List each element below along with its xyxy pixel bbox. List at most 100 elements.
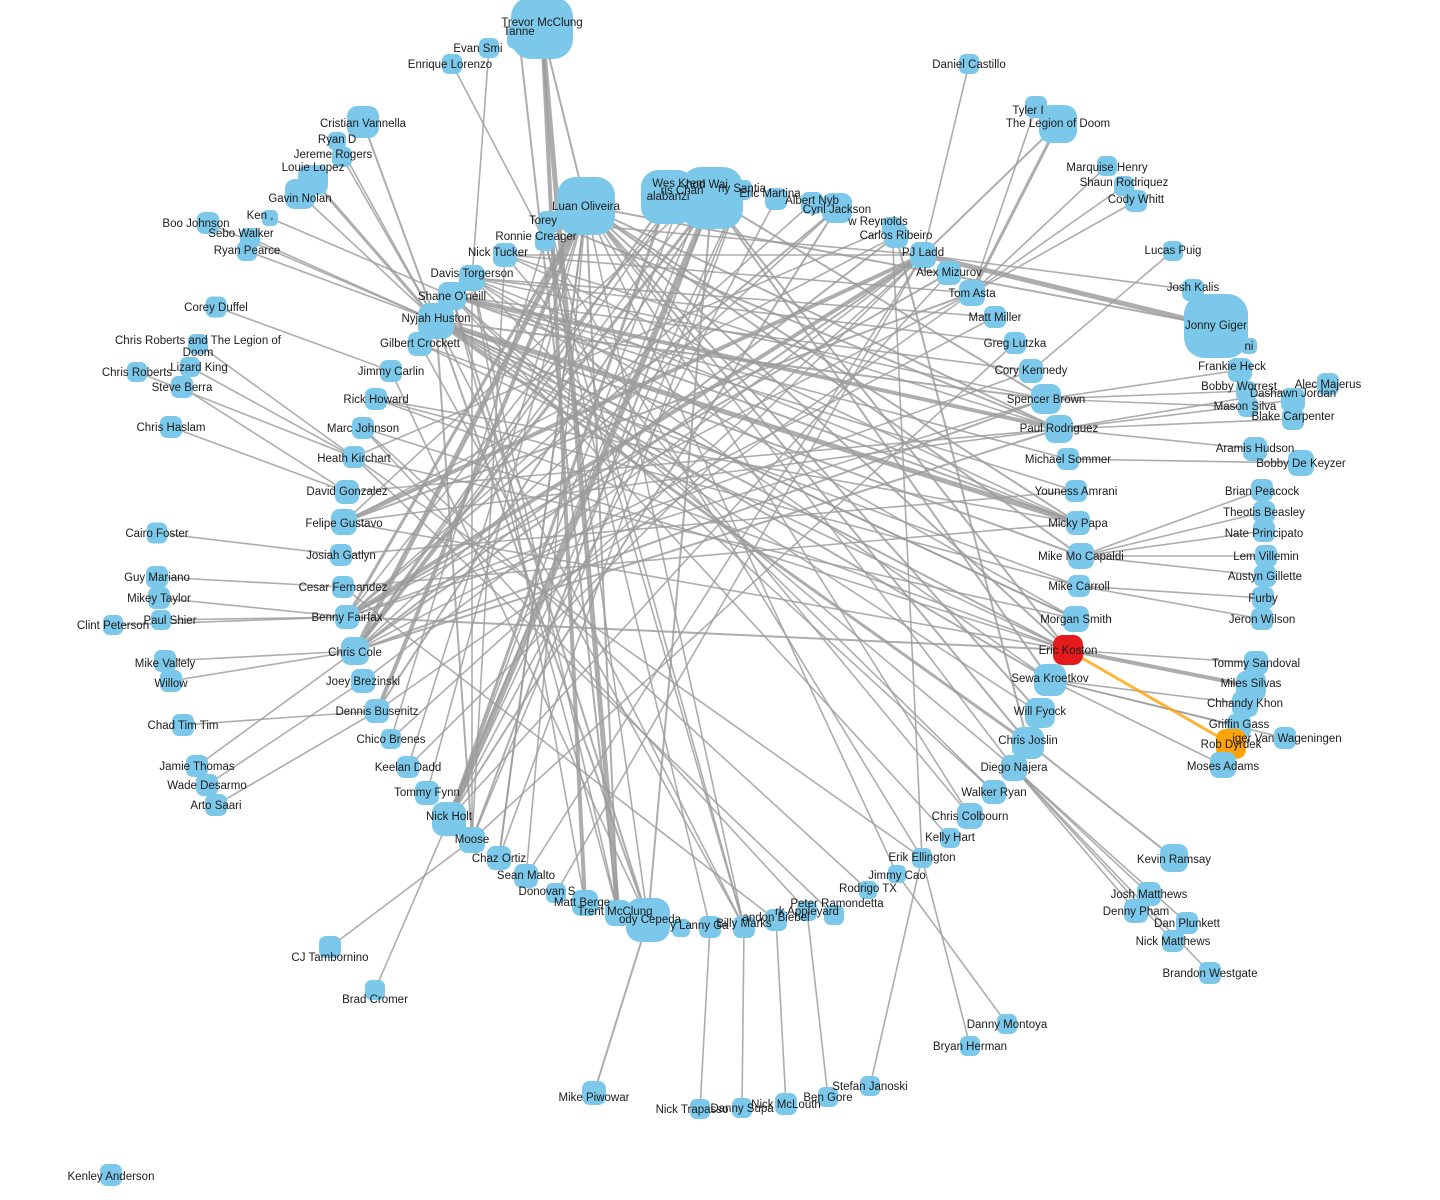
node-lucas-puig[interactable] [1163, 241, 1183, 261]
node-bobby-worrest[interactable] [1236, 381, 1256, 401]
node-guy-mariano[interactable] [146, 566, 168, 588]
node-pj-ladd[interactable] [910, 242, 936, 268]
node-cody-cepeda[interactable] [626, 898, 670, 942]
node-cyril-jackson[interactable] [822, 193, 852, 223]
node-jonny-giger[interactable] [1184, 294, 1248, 358]
node-felipe-gustavo[interactable] [331, 509, 357, 535]
node-moses-adams[interactable] [1210, 752, 1236, 778]
node-rodrigo-tx[interactable] [859, 881, 877, 899]
node-shane-oneill[interactable] [438, 282, 466, 310]
node-jereme-rogers[interactable] [332, 147, 352, 167]
node-tommy-sandoval[interactable] [1244, 651, 1268, 675]
node-brian-peacock[interactable] [1251, 479, 1273, 501]
node-albert-nyberg[interactable] [801, 192, 823, 214]
node-chad-tim-tim[interactable] [172, 714, 194, 736]
node-aramis-hudson[interactable] [1243, 437, 1267, 461]
node-cristian-vannella[interactable] [347, 106, 379, 138]
node-micky-papa[interactable] [1066, 511, 1090, 535]
node-blake-carpenter[interactable] [1282, 408, 1304, 430]
node-cody-whitt[interactable] [1125, 190, 1147, 212]
node-davis-torgerson[interactable] [459, 265, 485, 291]
node-jimmy-carlin[interactable] [380, 360, 402, 382]
node-danny-supa[interactable] [732, 1098, 752, 1118]
node-matt-berger[interactable] [572, 890, 598, 916]
node-lizard-king[interactable] [180, 357, 200, 377]
node-michael-sommer[interactable] [1057, 448, 1079, 470]
node-cj-tambornino[interactable] [319, 936, 341, 958]
node-stefan-janoski[interactable] [860, 1076, 880, 1096]
node-luan-oliveira[interactable] [557, 177, 615, 235]
node-brandon-westgate[interactable] [1199, 962, 1221, 984]
node-greg-lutzka[interactable] [1004, 332, 1026, 354]
node-josiah-gatlyn[interactable] [330, 544, 352, 566]
node-evan-smith[interactable] [479, 38, 499, 58]
node-y-la[interactable] [672, 919, 690, 937]
node-chris-colbourn[interactable] [957, 803, 983, 829]
node-paul-rodriguez[interactable] [1045, 415, 1073, 443]
node-torey[interactable] [538, 211, 560, 233]
node-cesar-fernandez[interactable] [332, 576, 354, 598]
node-steve-berra[interactable] [171, 376, 193, 398]
node-heath-kirchart[interactable] [343, 446, 365, 468]
node-kenley-anderson[interactable] [100, 1164, 122, 1186]
node-ronnie-creager[interactable] [535, 231, 555, 251]
node-chhandy-khon[interactable] [1232, 691, 1258, 717]
node-walker-ryan[interactable] [982, 780, 1006, 804]
node-austyn-gillette[interactable] [1254, 565, 1276, 587]
node-david-gonzalez[interactable] [335, 480, 359, 504]
node-rick-howard[interactable] [365, 388, 387, 410]
node-matt-miller[interactable] [984, 306, 1006, 328]
node-keelan-dadd[interactable] [397, 756, 419, 778]
node-nick-matthews[interactable] [1162, 930, 1184, 952]
node-chico-brenes[interactable] [381, 729, 401, 749]
node-carlos-ribeiro[interactable] [884, 224, 908, 248]
node-joey-brezinski[interactable] [351, 669, 375, 693]
node-chris-haslam[interactable] [160, 416, 182, 438]
node-gavin-nolan[interactable] [285, 179, 315, 209]
node-mark-appleyard[interactable] [797, 901, 817, 921]
node-mikey-taylor[interactable] [148, 587, 170, 609]
node-sewa-kroetkov[interactable] [1034, 664, 1066, 696]
node-marquise-henry[interactable] [1097, 156, 1117, 176]
node-trent-mcclung[interactable] [605, 900, 631, 926]
node-willow[interactable] [160, 670, 182, 692]
node-tom-asta[interactable] [959, 280, 985, 306]
node-ryan-d[interactable] [328, 132, 346, 150]
node-ben-gore[interactable] [818, 1087, 838, 1107]
node-sean-malto[interactable] [514, 864, 538, 888]
node-rob-dyrdek[interactable] [1216, 729, 1246, 759]
node-jeron-wilson[interactable] [1251, 608, 1273, 630]
node-corey-duffel[interactable] [205, 296, 227, 318]
node-chris-roberts[interactable] [127, 362, 147, 382]
node-dan-plunkett[interactable] [1176, 912, 1198, 934]
node-ishod-wair[interactable] [696, 177, 718, 199]
node-tommy-fynn[interactable] [415, 781, 439, 805]
node-bryan-herman[interactable] [960, 1036, 980, 1056]
node-brad-cromer[interactable] [365, 980, 385, 1000]
node-van-wageningen[interactable] [1274, 727, 1296, 749]
node-mike-piwowar[interactable] [582, 1081, 606, 1105]
node-frankie-heck[interactable] [1228, 358, 1252, 382]
node-youness-amrani[interactable] [1065, 480, 1087, 502]
node-dennis-busenitz[interactable] [365, 699, 389, 723]
node-nick-tucker[interactable] [493, 243, 517, 267]
node-marc-johnson[interactable] [352, 417, 374, 439]
node-jimmy-cao[interactable] [888, 865, 906, 883]
node-jamie-thomas[interactable] [186, 755, 208, 777]
node-cory-kennedy[interactable] [1019, 359, 1043, 383]
node-ken[interactable] [262, 210, 278, 226]
node-wade-desarmo[interactable] [196, 774, 218, 796]
node-cairo-foster[interactable] [146, 522, 168, 544]
node-kelly-hart[interactable] [940, 828, 960, 848]
node-chris-cole[interactable] [341, 637, 369, 665]
node-boo-johnson[interactable] [197, 212, 219, 234]
node-danny-montoya[interactable] [997, 1014, 1017, 1034]
node-manny-santiago[interactable] [732, 180, 752, 200]
node-benny-fairfax[interactable] [335, 605, 359, 629]
node-mike-mo-capaldi[interactable] [1068, 543, 1094, 569]
node-morgan-smith[interactable] [1063, 606, 1089, 632]
node-theotis-beasley[interactable] [1253, 501, 1275, 523]
node-paul-shier[interactable] [151, 610, 171, 630]
node-dashawn-jordan[interactable] [1281, 388, 1305, 412]
